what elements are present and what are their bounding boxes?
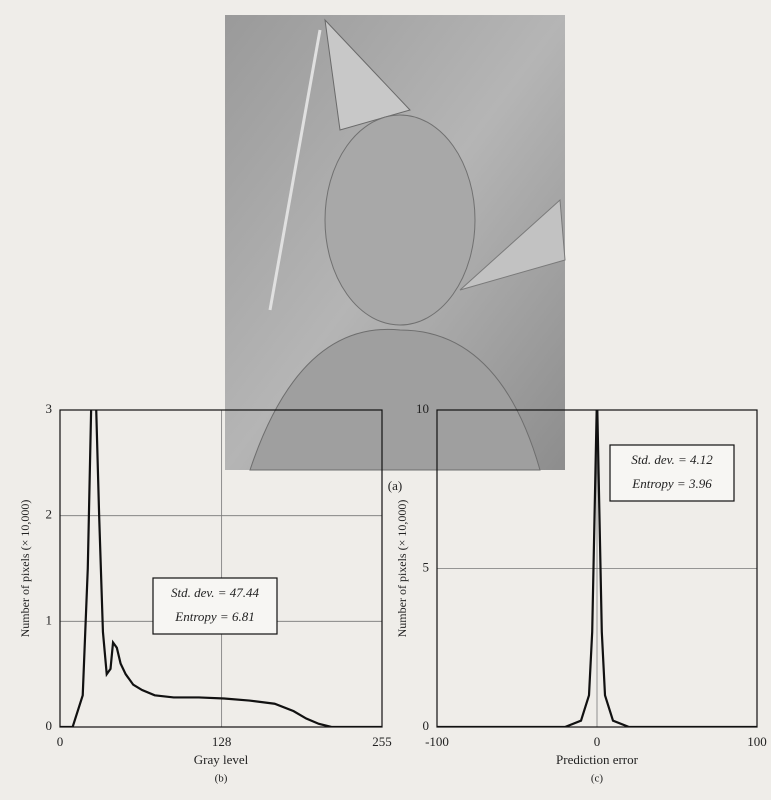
- x-axis-label: Prediction error: [556, 752, 639, 767]
- x-tick-label: 0: [594, 734, 601, 749]
- y-tick-label: 5: [423, 559, 430, 574]
- annotation: Std. dev. = 4.12: [631, 452, 713, 467]
- y-tick-label: 1: [46, 612, 53, 627]
- page: (a) 0 1 2 3 0 128 255 Gray level (b) Number of pi…: [0, 0, 771, 800]
- x-tick-label: -100: [425, 734, 449, 749]
- y-tick-label: 0: [423, 718, 430, 733]
- x-axis-label: Gray level: [194, 752, 249, 767]
- x-tick-label: 100: [747, 734, 767, 749]
- caption: (a): [388, 478, 402, 493]
- caption: (c): [591, 773, 604, 785]
- photo: [225, 15, 565, 470]
- x-tick-label: 255: [372, 734, 392, 749]
- y-tick-label: 0: [46, 718, 53, 733]
- annotation: Entropy = 6.81: [174, 609, 254, 624]
- y-tick-label: 3: [46, 401, 53, 416]
- x-tick-label: 0: [57, 734, 64, 749]
- caption: (b): [215, 773, 228, 785]
- annotation: Entropy = 3.96: [631, 476, 712, 491]
- y-tick-label: 2: [46, 507, 53, 522]
- x-tick-label: 128: [212, 734, 232, 749]
- annotation: Std. dev. = 47.44: [171, 585, 259, 600]
- y-axis-label: Number of pixels (× 10,000): [18, 500, 32, 638]
- y-tick-label: 10: [416, 401, 429, 416]
- y-axis-label: Number of pixels (× 10,000): [395, 500, 409, 638]
